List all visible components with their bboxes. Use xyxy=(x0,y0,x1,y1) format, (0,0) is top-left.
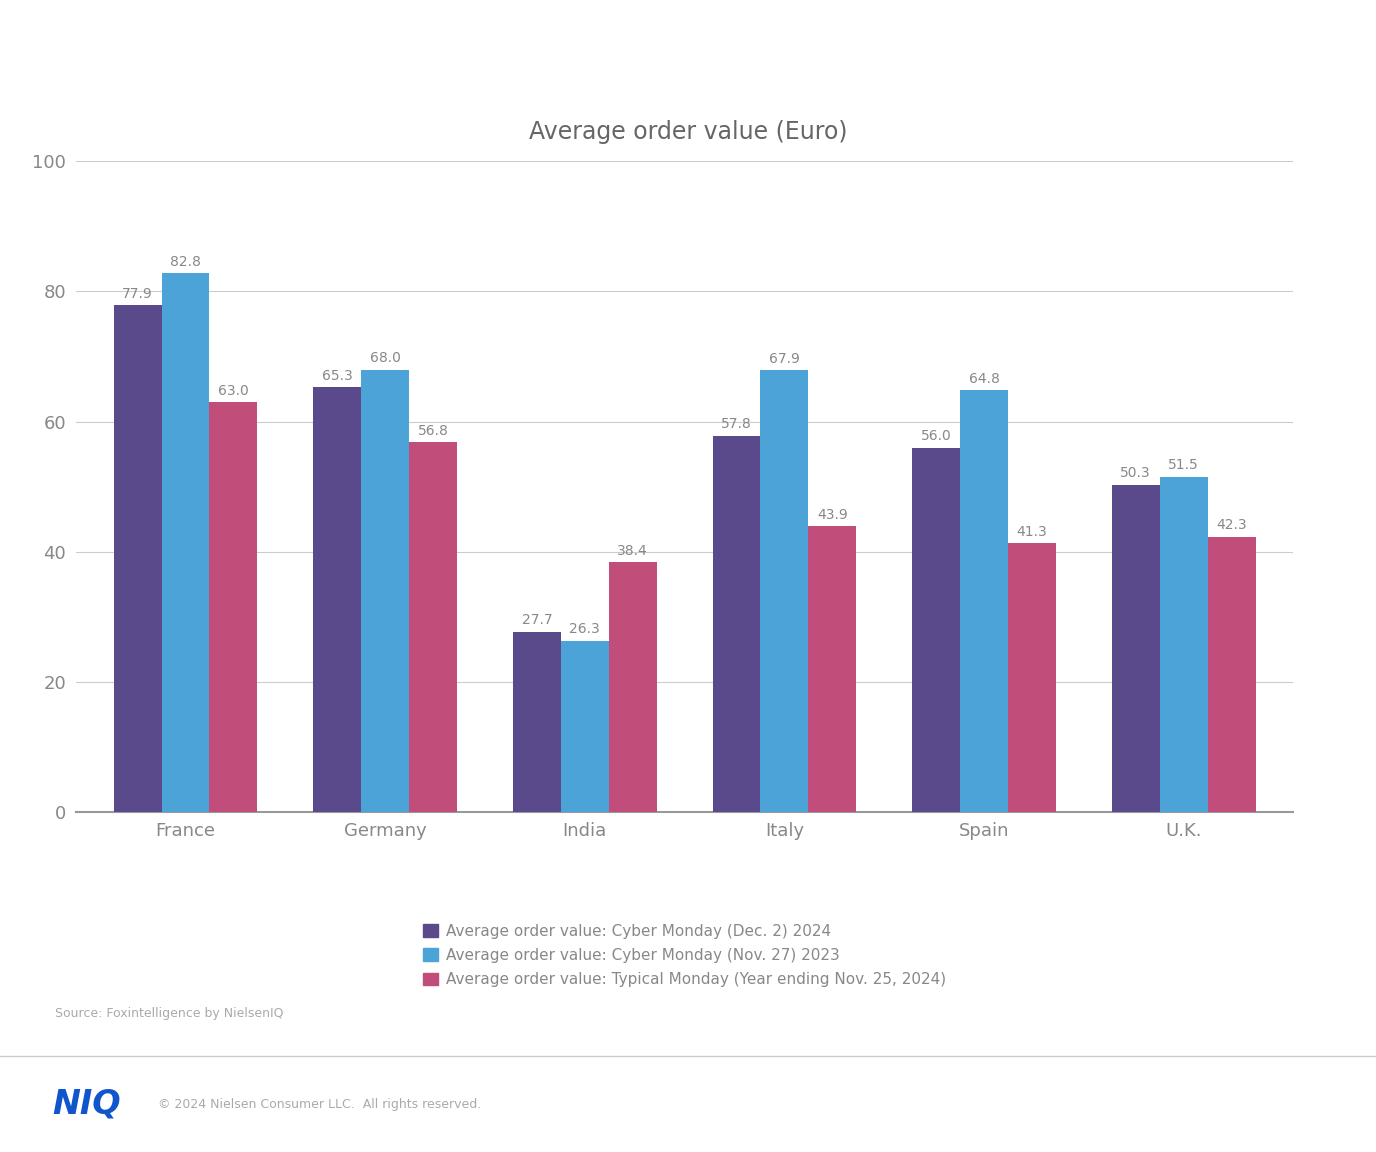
Bar xyxy=(608,562,656,812)
Text: 38.4: 38.4 xyxy=(618,544,648,558)
Bar xyxy=(1009,544,1055,812)
Bar xyxy=(409,442,457,812)
Bar xyxy=(912,448,960,812)
Legend: Average order value: Cyber Monday (Dec. 2) 2024, Average order value: Cyber Mond: Average order value: Cyber Monday (Dec. … xyxy=(422,924,947,987)
Text: 43.9: 43.9 xyxy=(817,508,848,522)
Bar xyxy=(114,305,161,812)
Bar xyxy=(161,273,209,812)
Bar xyxy=(1208,537,1255,812)
Bar xyxy=(1160,477,1208,812)
Text: 82.8: 82.8 xyxy=(171,255,201,268)
Text: 68.0: 68.0 xyxy=(370,351,400,365)
Text: 57.8: 57.8 xyxy=(721,417,751,431)
Text: Source: Foxintelligence by NielsenIQ: Source: Foxintelligence by NielsenIQ xyxy=(55,1007,283,1020)
Bar xyxy=(761,370,808,812)
Text: 56.0: 56.0 xyxy=(921,429,951,444)
Text: 63.0: 63.0 xyxy=(217,384,249,397)
Bar xyxy=(561,641,608,812)
Text: 77.9: 77.9 xyxy=(122,287,153,301)
Bar xyxy=(209,402,257,812)
Text: 41.3: 41.3 xyxy=(1017,525,1047,539)
Text: 67.9: 67.9 xyxy=(769,351,799,365)
Text: 26.3: 26.3 xyxy=(570,622,600,636)
Text: 50.3: 50.3 xyxy=(1120,467,1152,480)
Text: © 2024 Nielsen Consumer LLC.  All rights reserved.: © 2024 Nielsen Consumer LLC. All rights … xyxy=(158,1098,482,1111)
Text: Average order value (Euro): Average order value (Euro) xyxy=(528,121,848,144)
Bar xyxy=(513,631,561,812)
Text: 27.7: 27.7 xyxy=(522,613,552,628)
Bar xyxy=(314,387,361,812)
Bar xyxy=(361,370,409,812)
Text: 42.3: 42.3 xyxy=(1216,518,1247,532)
Bar xyxy=(808,526,856,812)
Bar xyxy=(1112,485,1160,812)
Text: 51.5: 51.5 xyxy=(1168,458,1198,472)
Text: 64.8: 64.8 xyxy=(969,372,999,386)
Text: NIQ: NIQ xyxy=(52,1087,121,1121)
Bar xyxy=(960,391,1009,812)
Bar xyxy=(713,435,761,812)
Text: 56.8: 56.8 xyxy=(417,424,449,438)
Text: 65.3: 65.3 xyxy=(322,369,352,382)
